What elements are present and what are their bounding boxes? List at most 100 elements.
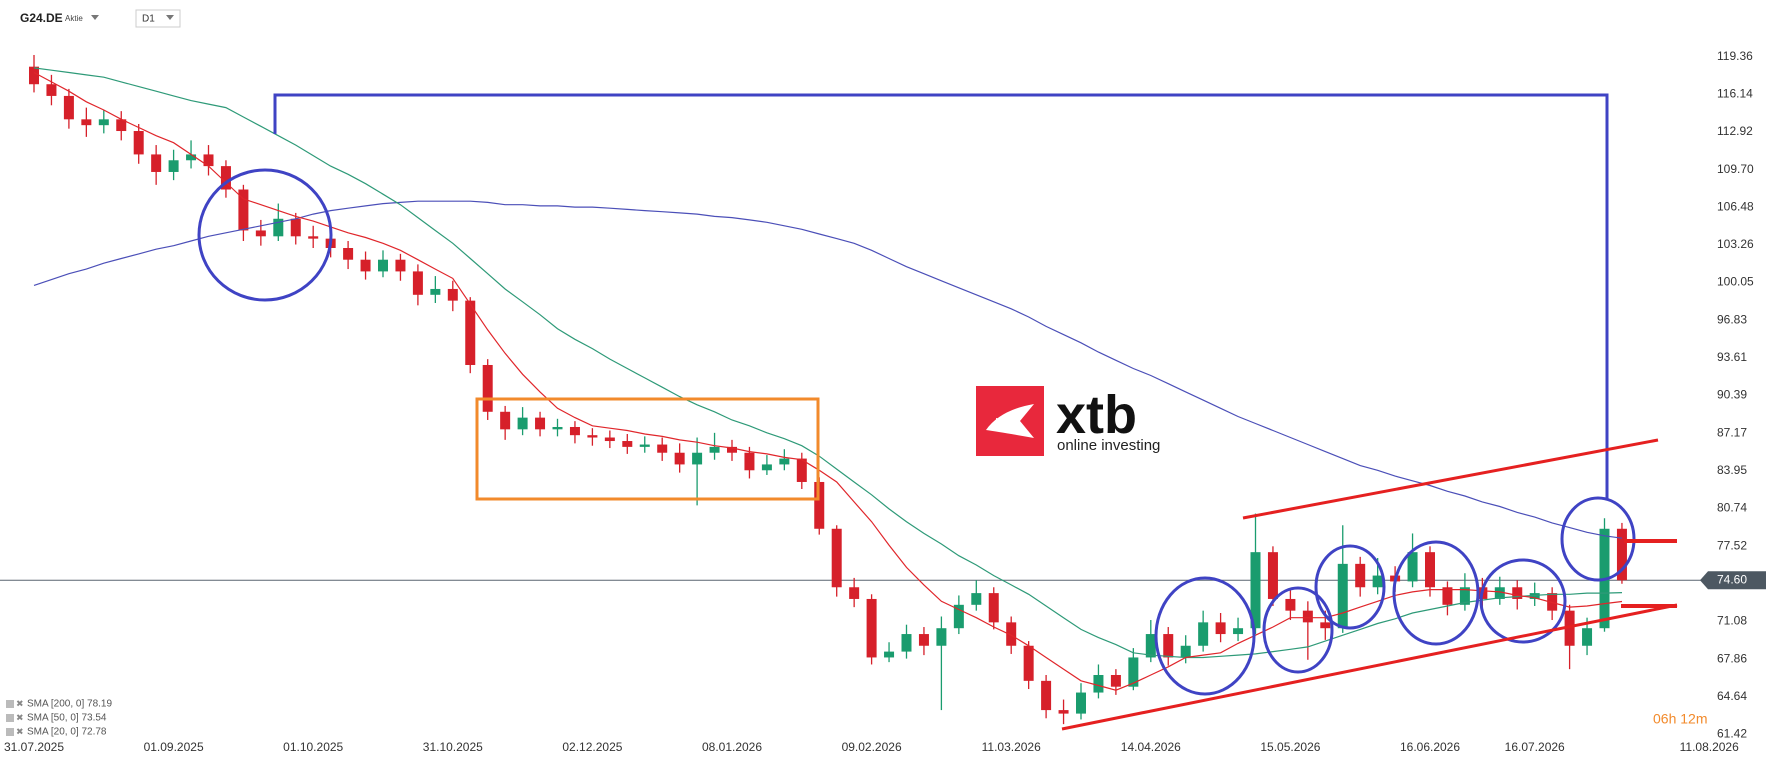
x-tick-label: 01.09.2025 [144,740,204,754]
candle-body [709,446,720,453]
x-tick-label: 16.07.2026 [1505,740,1565,754]
candle-body [552,426,563,430]
candle-body [412,271,423,295]
dropdown-arrow[interactable] [91,15,99,20]
y-tick-label: 103.26 [1717,237,1754,251]
candle-body [238,189,249,231]
candle-body [203,154,214,167]
candle-body [1093,674,1104,693]
candle-body [622,441,633,447]
sma-line [33,67,1623,659]
bar-countdown: 06h 12m [1653,711,1707,727]
candle-body [1302,610,1313,623]
candle-body [1564,610,1575,646]
candle-body [988,593,999,623]
circle-annotation [1392,540,1480,646]
candle-body [1616,528,1627,581]
candle-body [500,411,511,430]
logo-icon [986,404,1034,438]
candle-body [1529,593,1540,599]
target-bracket [273,93,1609,499]
candle-body [1372,575,1383,588]
x-tick-label: 01.10.2025 [283,740,343,754]
sma-line [33,71,1623,691]
candle-body [1442,587,1453,605]
candle-body [814,481,825,529]
candle-body [395,259,406,272]
candle-body [1355,563,1366,588]
candle-body [953,604,964,629]
candle-body [482,364,493,412]
candle-body [1198,622,1209,646]
y-tick-label: 64.64 [1717,689,1747,703]
timeframe[interactable]: D1 [142,14,155,25]
candle-body [831,528,842,588]
circle-annotation [1262,586,1334,674]
x-tick-label: 02.12.2025 [562,740,622,754]
circle-annotation [197,168,333,302]
candle-body [98,119,109,126]
y-tick-label: 83.95 [1717,463,1747,477]
legend-icon [6,728,14,736]
candle-body [447,288,458,301]
candle-body [727,446,737,453]
candle-body [465,300,476,365]
logo-brand: xtb [1056,385,1137,445]
candle-body [936,628,947,646]
candle-body [1128,657,1139,687]
candle-body [308,236,319,239]
candle-body [692,452,703,465]
legend-close: ✖ [16,712,24,722]
candle-body [1250,552,1261,629]
annotations [197,93,1678,731]
trend-line [1061,603,1678,731]
candle-body [255,230,266,237]
y-tick-label: 109.70 [1717,162,1754,176]
candle-body [1267,552,1278,599]
y-tick-label: 71.08 [1717,614,1747,628]
x-tick-label: 11.03.2026 [982,740,1041,754]
candle-body [866,598,877,658]
circle-annotation [1479,558,1567,644]
candle-body [1180,645,1191,658]
circle-annotation [1154,576,1256,696]
y-tick-label: 67.86 [1717,651,1747,665]
consolidation-box [475,397,820,501]
trend-line [1242,438,1659,520]
candle-body [46,84,57,96]
candle-body [587,435,598,438]
candle-body [517,417,528,430]
candle-body [1407,552,1418,582]
y-tick-label: 87.17 [1717,425,1747,439]
candle-body [901,634,912,652]
candle-body [761,464,772,471]
sma-line [33,200,1623,539]
y-tick-label: 116.14 [1717,86,1753,100]
candle-body [1320,622,1331,629]
candle-body [273,218,284,237]
candle-body [1547,593,1558,611]
y-tick-label: 106.48 [1717,199,1754,213]
y-tick-label: 100.05 [1717,275,1754,289]
last-price-label: 74.60 [1717,572,1747,586]
candle-body [1058,710,1069,714]
candle-body [63,95,74,120]
candle-body [535,417,546,430]
last-price-tag [1700,571,1766,590]
candle-body [1006,622,1017,646]
candle-body [1582,628,1593,646]
y-tick-label: 96.83 [1717,312,1747,326]
candle-body [1023,645,1034,681]
timeframe-box[interactable] [135,9,181,28]
legend-entry: SMA [200, 0] 78.19 [27,699,112,710]
candle-body [29,66,39,85]
y-tick-label: 112.92 [1717,124,1753,138]
candle-body [1337,563,1348,629]
y-tick-label: 93.61 [1717,350,1747,364]
legend-close: ✖ [16,726,24,736]
y-tick-label: 77.52 [1717,538,1747,552]
x-tick-label: 08.01.2026 [702,740,762,754]
legend-entry: SMA [20, 0] 72.78 [27,727,107,738]
